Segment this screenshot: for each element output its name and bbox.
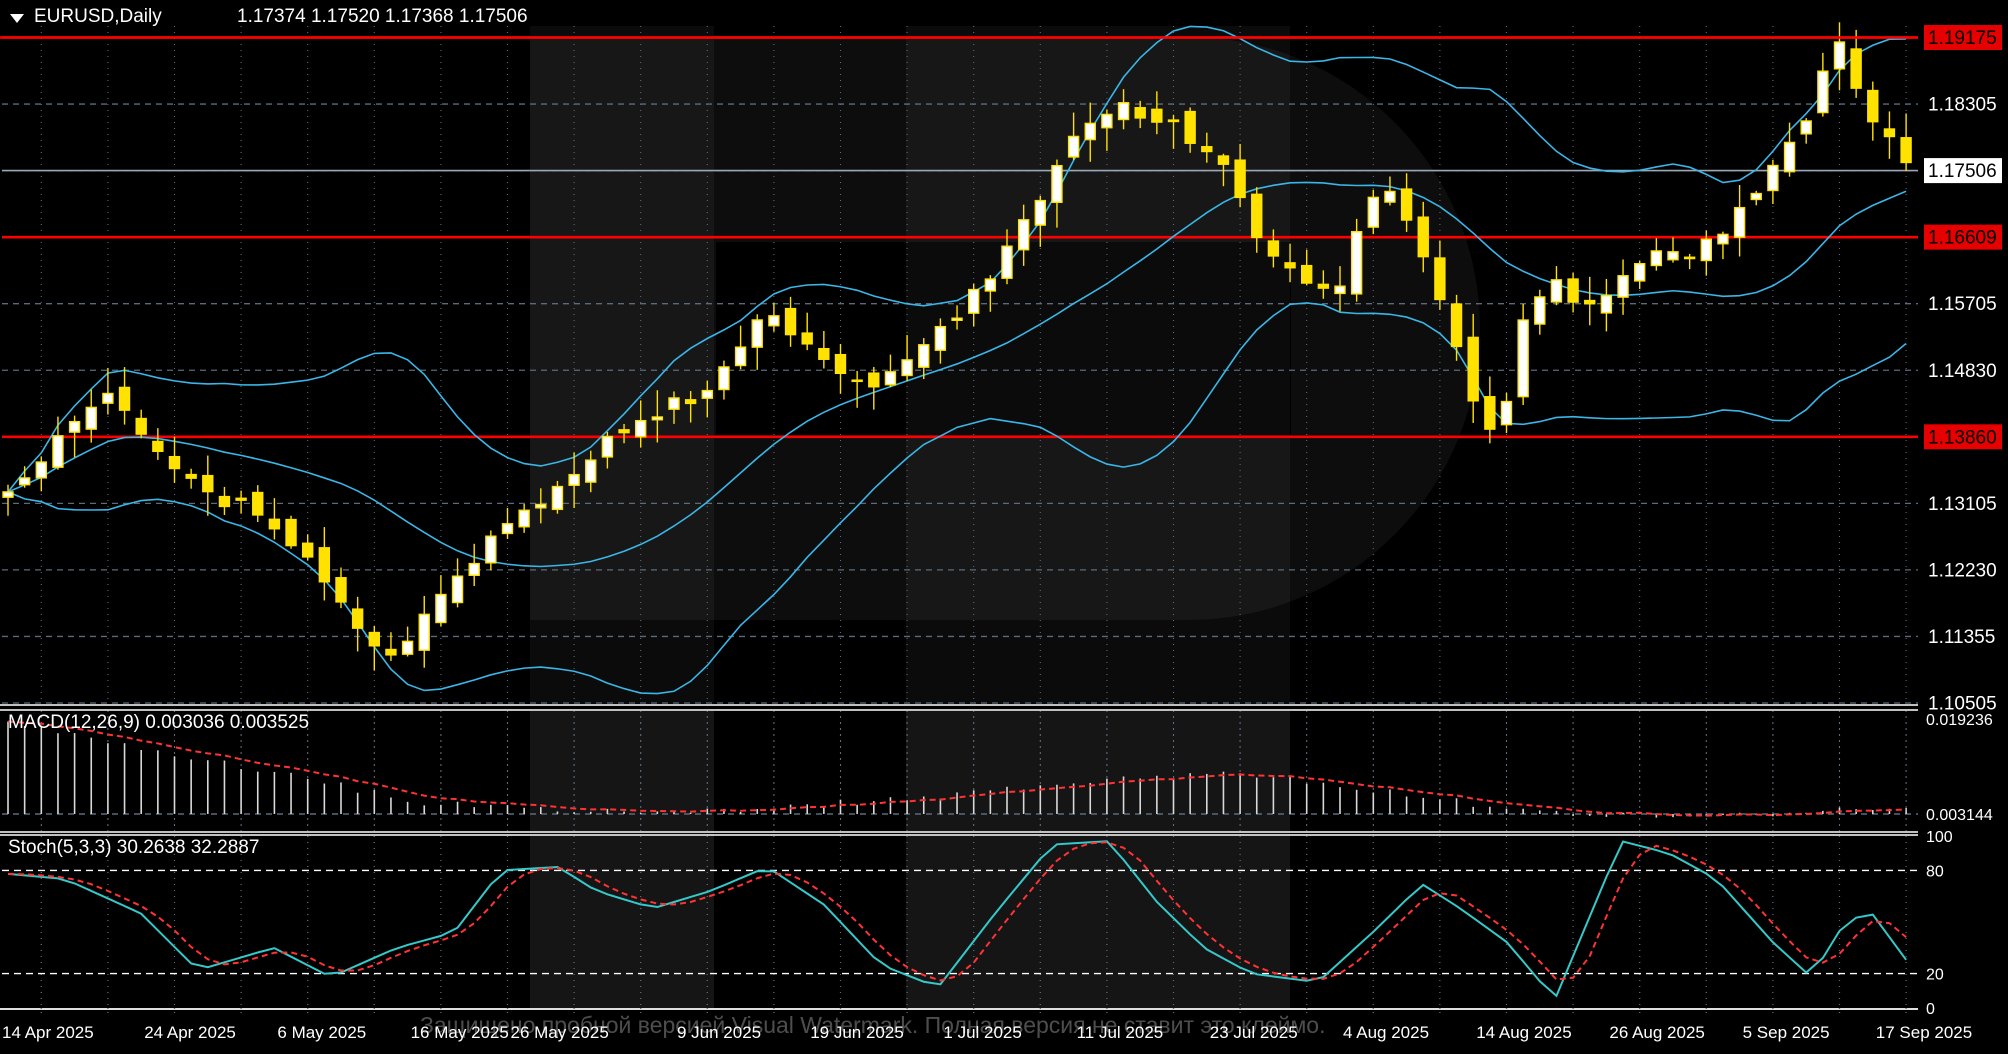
svg-text:14 Apr 2025: 14 Apr 2025 (2, 1023, 94, 1042)
svg-text:0: 0 (1926, 1001, 1935, 1018)
svg-text:4 Aug 2025: 4 Aug 2025 (1343, 1023, 1429, 1042)
svg-text:1.13105: 1.13105 (1928, 494, 1997, 515)
svg-text:5 Sep 2025: 5 Sep 2025 (1743, 1023, 1830, 1042)
svg-text:1.17506: 1.17506 (1928, 161, 1997, 182)
svg-text:80: 80 (1926, 863, 1944, 880)
svg-text:1.18305: 1.18305 (1928, 95, 1997, 116)
svg-text:1.13860: 1.13860 (1928, 427, 1997, 448)
svg-text:Защищено пробной версией Visua: Защищено пробной версией Visual Watermar… (420, 1012, 1325, 1038)
svg-text:EURUSD,Daily: EURUSD,Daily (34, 6, 162, 27)
svg-text:6 May 2025: 6 May 2025 (277, 1023, 366, 1042)
svg-text:1.11355: 1.11355 (1928, 627, 1995, 648)
svg-text:24 Apr 2025: 24 Apr 2025 (144, 1023, 236, 1042)
svg-text:14 Aug 2025: 14 Aug 2025 (1476, 1023, 1571, 1042)
svg-text:17 Sep 2025: 17 Sep 2025 (1876, 1023, 1972, 1042)
svg-text:0.019236: 0.019236 (1926, 712, 1993, 729)
svg-text:26 Aug 2025: 26 Aug 2025 (1609, 1023, 1704, 1042)
svg-text:1.14830: 1.14830 (1928, 361, 1997, 382)
svg-text:1.16609: 1.16609 (1928, 228, 1997, 249)
svg-text:Stoch(5,3,3) 30.2638 32.2887: Stoch(5,3,3) 30.2638 32.2887 (8, 837, 259, 858)
svg-text:MACD(12,26,9) 0.003036 0.00352: MACD(12,26,9) 0.003036 0.003525 (8, 712, 309, 733)
svg-text:0.003144: 0.003144 (1926, 807, 1993, 824)
svg-text:100: 100 (1926, 829, 1953, 846)
svg-text:1.19175: 1.19175 (1928, 28, 1997, 49)
svg-text:1.12230: 1.12230 (1928, 560, 1997, 581)
svg-text:1.15705: 1.15705 (1928, 294, 1997, 315)
svg-text:20: 20 (1926, 967, 1944, 984)
svg-text:1.17374 1.17520 1.17368 1.1750: 1.17374 1.17520 1.17368 1.17506 (237, 6, 528, 27)
